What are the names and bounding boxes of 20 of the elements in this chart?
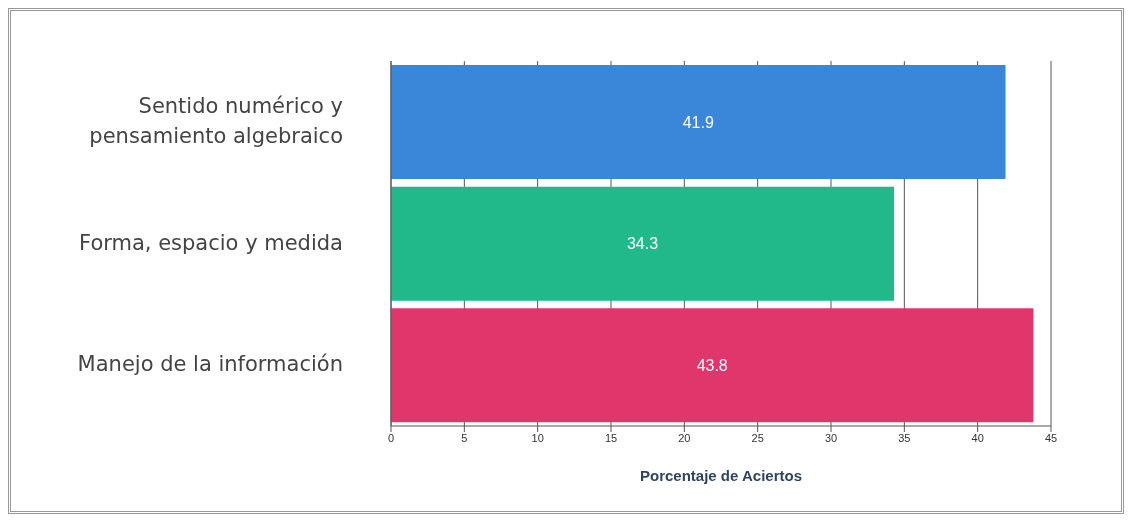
x-tick-label: 5: [461, 431, 468, 444]
x-axis-title: Porcentaje de Aciertos: [639, 467, 803, 484]
bar: [391, 186, 895, 301]
data-label: 41.9: [682, 113, 714, 131]
bar: [391, 65, 1006, 179]
x-tick-label: 35: [898, 431, 911, 444]
x-tick-label: 25: [751, 431, 764, 444]
x-tick-label: 20: [678, 431, 691, 444]
x-tick-label: 0: [387, 431, 395, 444]
bar: [391, 308, 1034, 423]
x-tick-label: 45: [1044, 431, 1058, 444]
x-tick-label: 40: [971, 431, 984, 444]
y-tick-label: Manejo de la información: [77, 352, 343, 377]
x-tick-label: 15: [604, 431, 618, 444]
data-label: 34.3: [626, 235, 659, 253]
data-label: 43.8: [696, 357, 728, 375]
y-tick-label: Sentido numérico y pensamiento algebraico: [89, 93, 343, 148]
x-tick-label: 30: [824, 431, 838, 444]
x-tick-label: 10: [531, 431, 544, 444]
y-tick-label: Forma, espacio y medida: [79, 230, 343, 255]
